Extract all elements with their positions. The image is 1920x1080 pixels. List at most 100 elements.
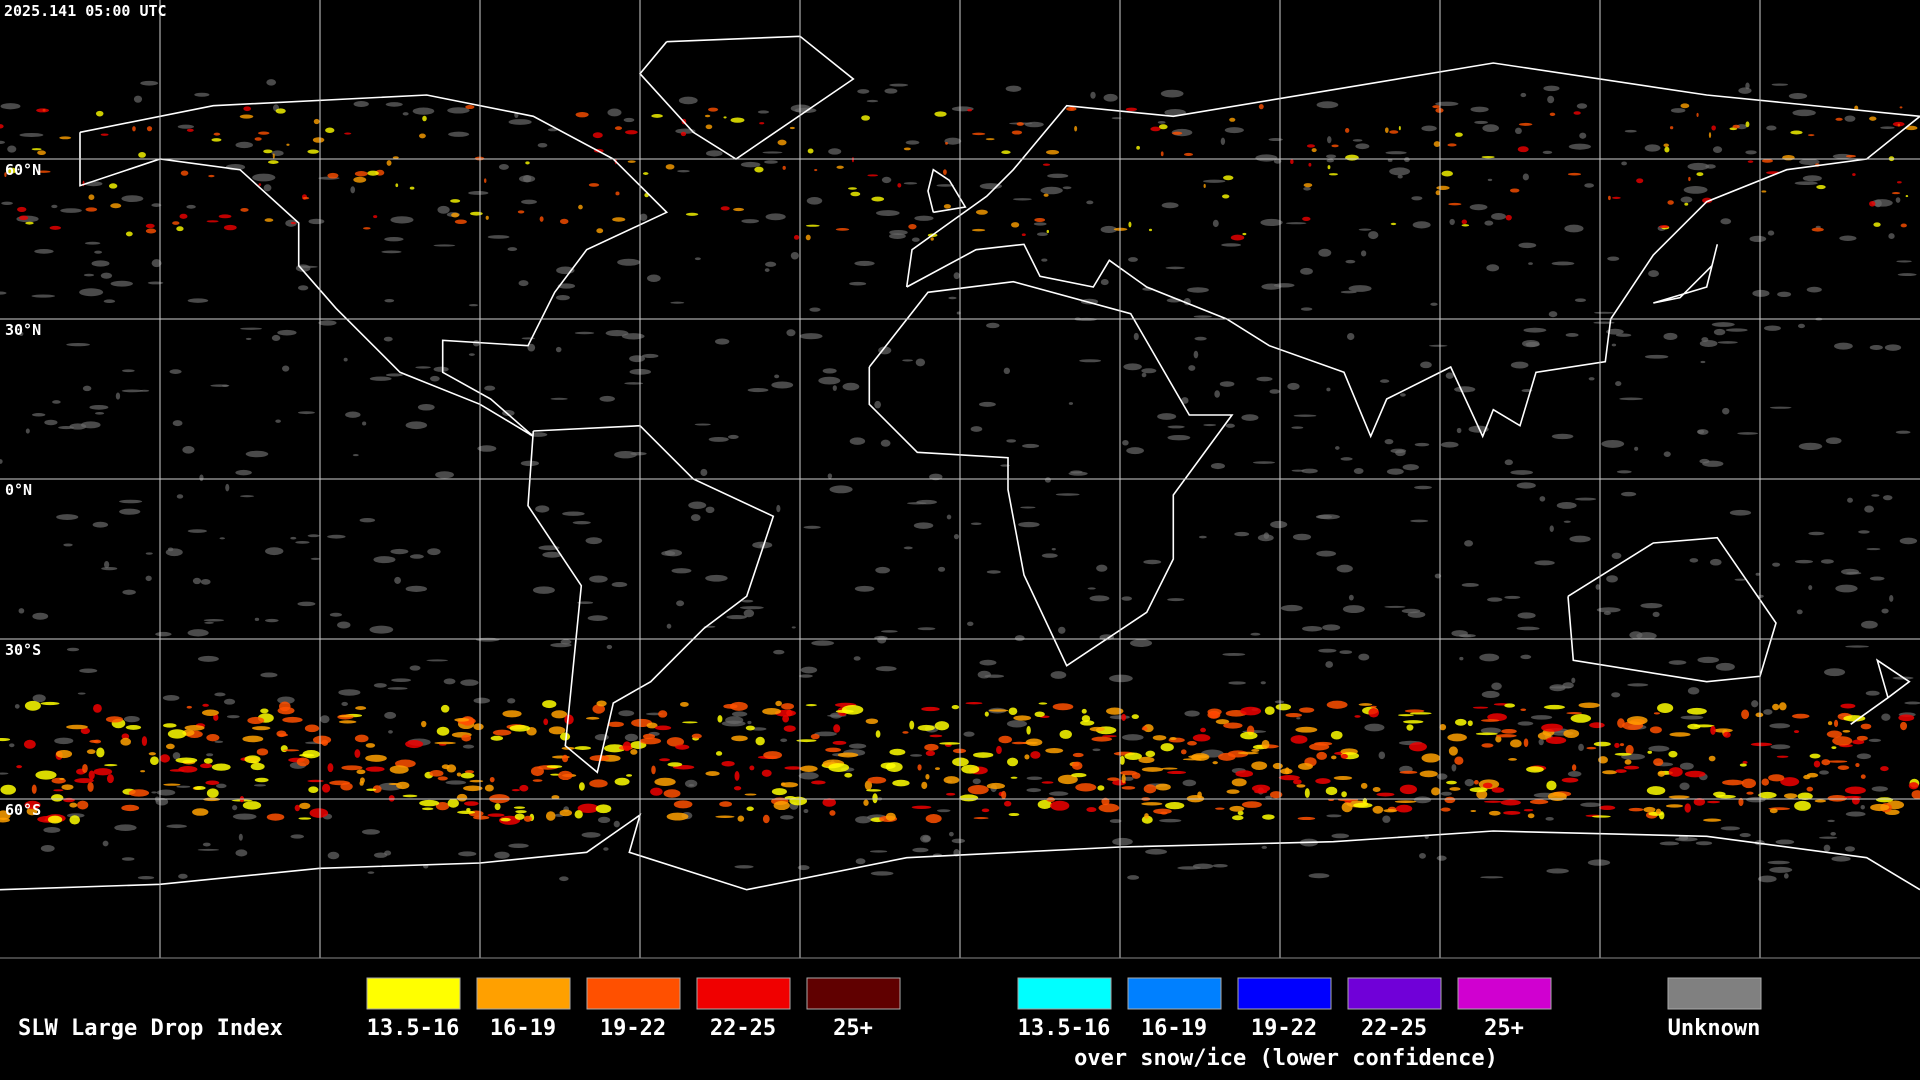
cloud-slw	[1311, 148, 1317, 153]
cloud-slw	[74, 778, 94, 784]
cloud-unknown	[1339, 650, 1353, 655]
cloud-slw	[1761, 190, 1767, 193]
cloud-slw	[575, 111, 589, 118]
cloud-slw	[251, 726, 271, 731]
cloud-unknown	[1569, 535, 1591, 543]
cloud-slw	[509, 724, 531, 732]
cloud-unknown	[1410, 519, 1429, 523]
cloud-unknown	[155, 631, 172, 637]
cloud-unknown	[60, 208, 82, 213]
cloud-slw	[405, 740, 424, 749]
cloud-unknown	[1123, 776, 1134, 781]
cloud-unknown	[1699, 458, 1710, 464]
legend-swatch	[586, 977, 681, 1010]
cloud-unknown	[498, 163, 509, 170]
cloud-unknown	[1659, 841, 1680, 846]
cloud-unknown	[240, 327, 262, 330]
cloud-slw	[105, 716, 124, 723]
cloud-slw	[612, 217, 626, 222]
cloud-unknown	[780, 738, 788, 743]
cloud-unknown	[100, 272, 113, 279]
cloud-slw	[254, 137, 262, 141]
cloud-unknown	[765, 261, 777, 267]
cloud-unknown	[1193, 315, 1212, 318]
cloud-slw	[1125, 107, 1138, 112]
cloud-unknown	[1382, 815, 1391, 823]
cloud-slw	[1732, 124, 1740, 129]
cloud-slw	[31, 784, 37, 794]
cloud-slw	[519, 784, 529, 792]
cloud-unknown	[527, 343, 536, 352]
cloud-unknown	[1831, 856, 1851, 862]
cloud-unknown	[1534, 560, 1555, 566]
cloud-unknown	[1888, 233, 1895, 240]
cloud-unknown	[607, 108, 622, 117]
cloud-unknown	[1291, 469, 1305, 472]
cloud-unknown	[1109, 674, 1133, 683]
cloud-slw	[1406, 724, 1414, 731]
cloud-slw	[1843, 795, 1862, 799]
cloud-unknown	[532, 586, 555, 594]
cloud-slw	[1807, 134, 1815, 137]
cloud-unknown	[1348, 594, 1354, 601]
cloud-unknown	[1679, 782, 1690, 791]
cloud-slw	[1025, 738, 1043, 747]
cloud-slw	[800, 765, 818, 772]
cloud-slw	[1169, 737, 1177, 741]
cloud-unknown	[1587, 859, 1611, 866]
cloud-slw	[1370, 705, 1377, 708]
cloud-unknown	[1386, 468, 1404, 475]
cloud-unknown	[318, 320, 337, 326]
cloud-slw	[1299, 707, 1315, 713]
cloud-slw	[1297, 763, 1313, 770]
cloud-slw	[1251, 748, 1260, 752]
cloud-slw	[875, 730, 881, 738]
cloud-slw	[939, 742, 961, 745]
cloud-slw	[1526, 766, 1544, 773]
cloud-slw	[542, 700, 557, 709]
cloud-unknown	[1575, 497, 1597, 501]
cloud-unknown	[254, 617, 260, 622]
cloud-slw	[1643, 806, 1656, 813]
cloud-slw	[1444, 796, 1456, 804]
cloud-unknown	[1368, 231, 1379, 240]
cloud-unknown	[387, 687, 408, 690]
cloud-unknown	[121, 195, 144, 202]
cloud-unknown	[1079, 359, 1102, 363]
cloud-slw	[654, 725, 672, 731]
cloud-slw	[490, 735, 504, 741]
cloud-slw	[559, 809, 573, 817]
cloud-slw	[1131, 772, 1141, 779]
cloud-unknown	[245, 450, 269, 458]
legend-swatch	[1347, 977, 1442, 1010]
cloud-slw	[1761, 159, 1774, 163]
cloud-unknown	[51, 204, 58, 209]
cloud-unknown	[1390, 448, 1407, 454]
cloud-slw	[1042, 163, 1051, 166]
cloud-slw	[327, 763, 334, 773]
cloud-slw	[1840, 703, 1856, 709]
cloud-unknown	[572, 520, 591, 525]
lat-labels: 60°N30°N0°N30°S60°S	[5, 161, 41, 819]
cloud-slw	[659, 758, 671, 762]
cloud-slw	[844, 772, 853, 778]
cloud-slw	[793, 234, 800, 240]
cloud-unknown	[1318, 648, 1337, 653]
cloud-unknown	[537, 142, 548, 148]
cloud-unknown	[7, 145, 17, 153]
cloud-unknown	[623, 117, 635, 123]
cloud-slw	[1598, 756, 1608, 764]
cloud-unknown	[1648, 270, 1660, 278]
cloud-slw	[61, 784, 74, 790]
cloud-unknown	[77, 692, 86, 695]
cloud-unknown	[307, 534, 320, 538]
cloud-slw	[1046, 149, 1060, 155]
cloud-slw	[485, 215, 489, 220]
cloud-unknown	[1024, 121, 1044, 128]
cloud-slw	[298, 817, 312, 820]
cloud-slw	[1071, 772, 1087, 778]
cloud-slw	[1290, 735, 1308, 744]
cloud-slw	[1776, 755, 1789, 758]
cloud-slw	[967, 108, 972, 112]
cloud-slw	[258, 183, 262, 187]
